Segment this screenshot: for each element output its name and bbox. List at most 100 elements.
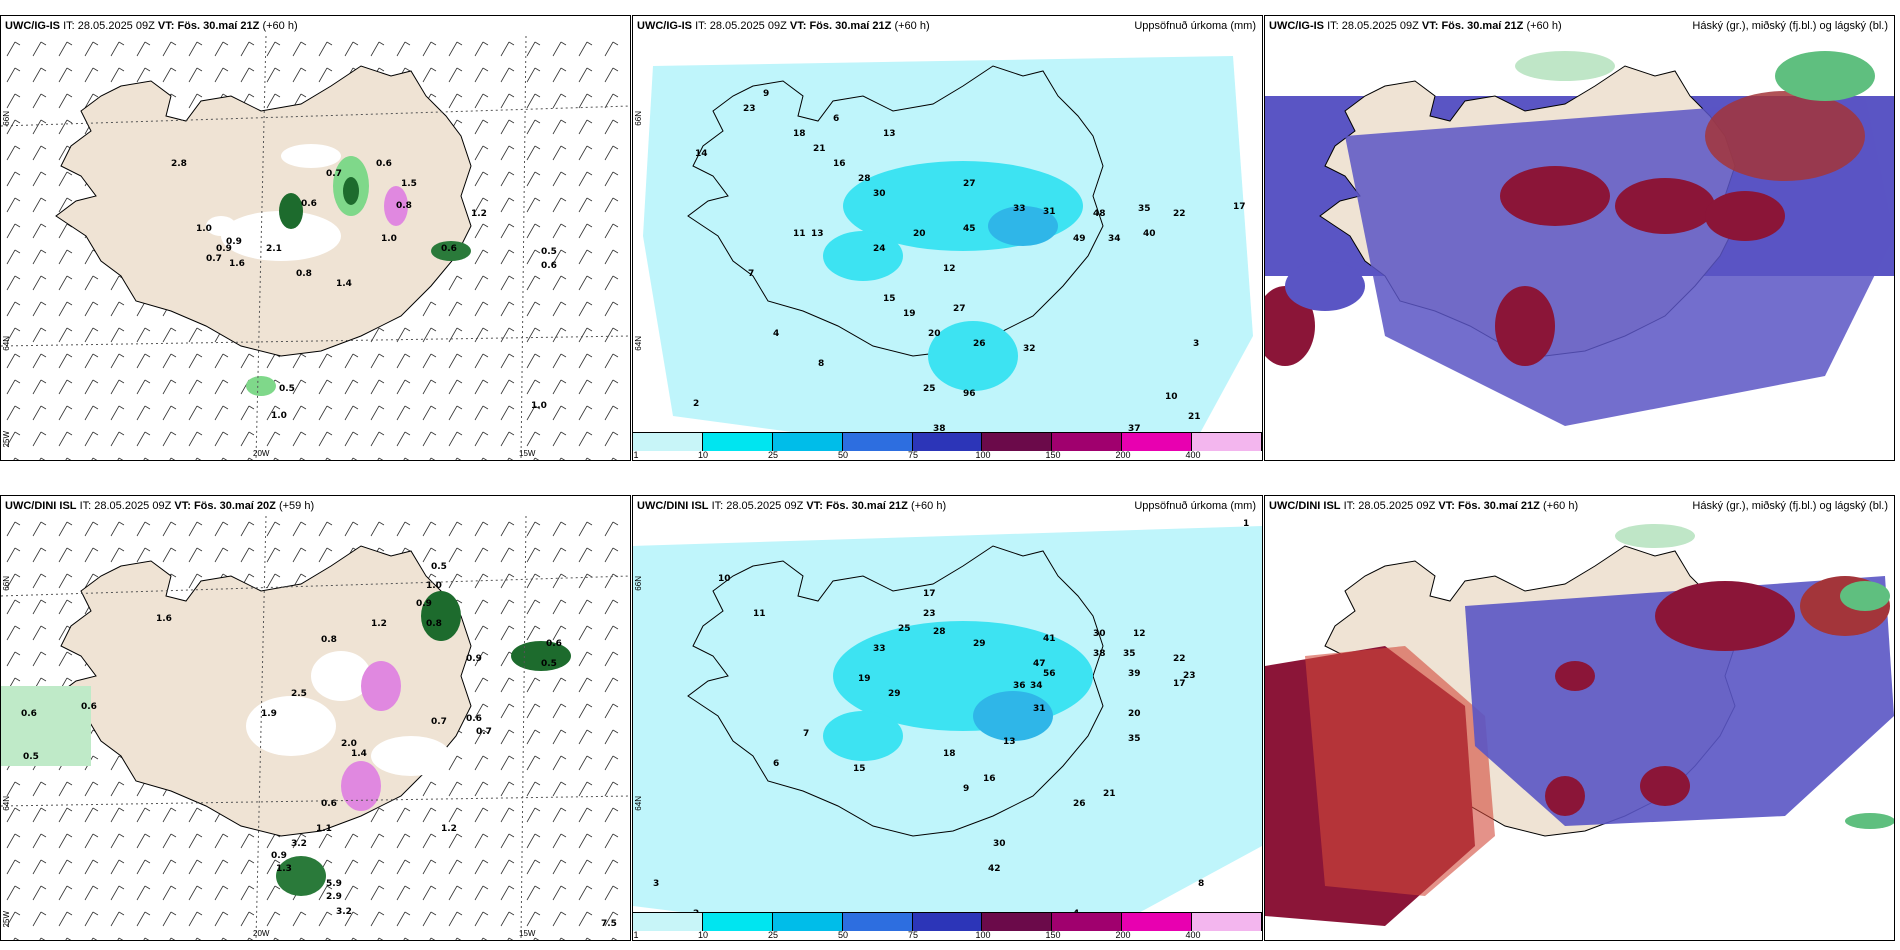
panel-header: UWC/DINI ISL IT: 28.05.2025 09Z VT: Fös.… — [1265, 496, 1894, 516]
value-label: 15 — [883, 294, 896, 304]
value-label: 56 — [1043, 669, 1056, 679]
legend-tick: 100 — [975, 930, 991, 940]
value-label: 7 — [803, 729, 809, 739]
value-label: 96 — [963, 389, 976, 399]
legend-tick: 400 — [1185, 930, 1201, 940]
legend-swatch — [912, 913, 983, 931]
value-label: 20 — [928, 329, 941, 339]
value-label: 30 — [873, 189, 886, 199]
legend-tick: 75 — [907, 930, 919, 940]
legend-tick: 50 — [837, 450, 849, 460]
value-label: 38 — [933, 424, 946, 434]
value-label: 7 — [748, 269, 754, 279]
value-label: 25 — [923, 384, 936, 394]
value-label: 26 — [973, 339, 986, 349]
value-label: 2.9 — [326, 892, 342, 902]
value-label: 23 — [923, 609, 936, 619]
legend-swatch — [982, 433, 1053, 451]
map-canvas: 0.5 1.0 0.9 0.8 1.2 0.8 0.9 0.6 0.5 1.6 … — [1, 516, 630, 940]
lon-label: 15W — [519, 449, 536, 458]
value-label: 16 — [983, 774, 996, 784]
value-label: 0.9 — [216, 244, 232, 254]
value-label: 1.2 — [471, 209, 487, 219]
value-label: 3 — [653, 879, 659, 889]
value-label: 6 — [833, 114, 839, 124]
legend-swatch — [1052, 433, 1123, 451]
legend-swatch — [702, 433, 773, 451]
value-label: 49 — [1073, 234, 1086, 244]
value-label: 17 — [923, 589, 936, 599]
panel-header: UWC/IG-IS IT: 28.05.2025 09Z VT: Fös. 30… — [1, 16, 630, 36]
lat-label: 64N — [634, 336, 643, 351]
legend-tick: 25 — [767, 930, 779, 940]
value-label: 2.1 — [266, 244, 282, 254]
panel-header: UWC/IG-IS IT: 28.05.2025 09Z VT: Fös. 30… — [633, 16, 1262, 36]
lat-label: 66N — [634, 111, 643, 126]
value-label: 0.6 — [546, 639, 562, 649]
value-label: 0.7 — [326, 169, 342, 179]
legend-swatch — [702, 913, 773, 931]
value-label: 48 — [1093, 209, 1106, 219]
value-label: 1 — [1243, 519, 1249, 529]
value-label: 35 — [1123, 649, 1136, 659]
value-label: 21 — [813, 144, 826, 154]
value-label: 41 — [1043, 634, 1056, 644]
precip-legend: 1 10 25 50 75 100 150 200 400 — [633, 912, 1262, 940]
value-label: 1.3 — [276, 864, 292, 874]
value-label: 1.5 — [401, 179, 417, 189]
value-label: 35 — [1138, 204, 1151, 214]
value-label: 12 — [1133, 629, 1146, 639]
value-label: 30 — [993, 839, 1006, 849]
value-label: 7.5 — [601, 919, 617, 929]
value-label: 1.0 — [196, 224, 212, 234]
value-label: 25 — [898, 624, 911, 634]
value-label: 9 — [963, 784, 969, 794]
value-label: 0.8 — [426, 619, 442, 629]
lat-label: 64N — [2, 336, 11, 351]
legend-tick: 400 — [1185, 450, 1201, 460]
legend-tick: 10 — [697, 450, 709, 460]
lon-label: 15W — [519, 929, 536, 938]
value-label: 5.9 — [326, 879, 342, 889]
map-panel-dini-clouds: UWC/DINI ISL IT: 28.05.2025 09Z VT: Fös.… — [1264, 495, 1895, 941]
precip-legend: 1 10 25 50 75 100 150 200 400 — [633, 432, 1262, 460]
lat-label: 66N — [634, 576, 643, 591]
lat-label: 66N — [2, 111, 11, 126]
value-label: 12 — [943, 264, 956, 274]
value-label: 13 — [883, 129, 896, 139]
value-label: 26 — [1073, 799, 1086, 809]
lat-label: 64N — [2, 796, 11, 811]
panel-title: Háský (gr.), miðský (fj.bl.) og lágský (… — [1692, 20, 1888, 32]
lat-label: 66N — [2, 576, 11, 591]
value-label: 3 — [1193, 339, 1199, 349]
value-label: 1.2 — [441, 824, 457, 834]
lon-label: 20W — [253, 449, 270, 458]
value-label: 17 — [1233, 202, 1246, 212]
value-label: 45 — [963, 224, 976, 234]
lat-label: 25W — [2, 911, 11, 928]
value-label: 11 — [753, 609, 766, 619]
lat-label: 25W — [2, 431, 11, 448]
value-label: 27 — [953, 304, 966, 314]
lon-label: 20W — [253, 929, 270, 938]
map-panel-igis-wind: UWC/IG-IS IT: 28.05.2025 09Z VT: Fös. 30… — [0, 15, 631, 461]
value-label: 36 — [1013, 681, 1026, 691]
value-label: 34 — [1108, 234, 1121, 244]
value-label: 30 — [1093, 629, 1106, 639]
value-label: 0.5 — [431, 562, 447, 572]
value-label: 8 — [818, 359, 824, 369]
value-label: 1.0 — [426, 581, 442, 591]
value-label: 35 — [1128, 734, 1141, 744]
value-label: 0.6 — [466, 714, 482, 724]
value-label: 0.9 — [271, 851, 287, 861]
legend-tick: 1 — [633, 450, 639, 460]
value-label: 24 — [873, 244, 886, 254]
value-label: 1.1 — [316, 824, 332, 834]
map-panel-dini-wind: UWC/DINI ISL IT: 28.05.2025 09Z VT: Fös.… — [0, 495, 631, 941]
legend-swatch — [842, 913, 913, 931]
value-label: 0.8 — [321, 635, 337, 645]
value-label: 15 — [853, 764, 866, 774]
map-canvas: 10 17 23 28 41 30 12 33 25 29 38 35 47 5… — [633, 516, 1262, 940]
panel-header: UWC/IG-IS IT: 28.05.2025 09Z VT: Fös. 30… — [1265, 16, 1894, 36]
value-label: 31 — [1033, 704, 1046, 714]
